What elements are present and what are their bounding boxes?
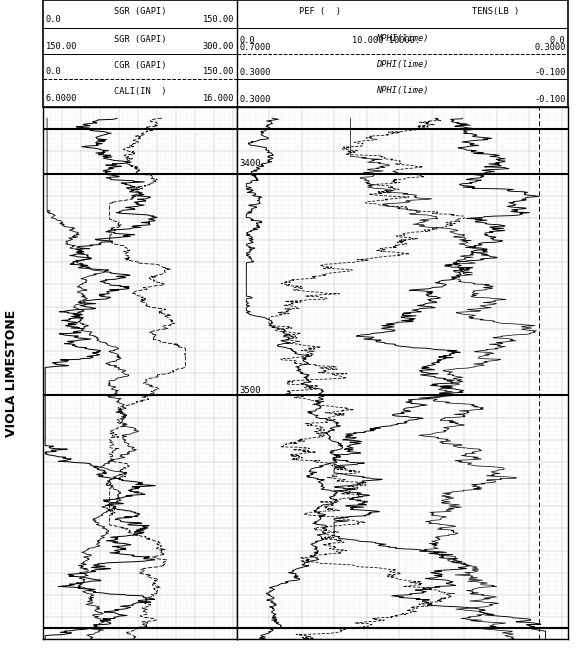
Text: -0.100: -0.100 [534,68,565,77]
Text: CALI(IN  ): CALI(IN ) [114,87,166,96]
Text: 150.00: 150.00 [203,67,234,76]
Text: 6.0000: 6.0000 [46,94,77,103]
Text: 150.00: 150.00 [46,42,77,51]
Text: TENS(LB ): TENS(LB ) [472,8,519,16]
Text: 16.000: 16.000 [203,94,234,103]
Text: 3500: 3500 [239,386,261,395]
Text: PEF (  ): PEF ( ) [298,8,340,16]
Text: 0.0: 0.0 [550,36,565,45]
Text: NPHI(lime): NPHI(lime) [376,86,429,95]
Text: DPHI(lime): DPHI(lime) [376,60,429,69]
Text: SGR (GAPI): SGR (GAPI) [114,8,166,16]
Text: 0.0: 0.0 [239,36,255,45]
Text: 0.0: 0.0 [46,15,62,24]
Text: 0.3000: 0.3000 [534,43,565,52]
Text: 150.00: 150.00 [203,15,234,24]
Text: SGR (GAPI): SGR (GAPI) [114,35,166,44]
Text: 0.3000: 0.3000 [239,68,271,77]
Text: 10.000 10000.: 10.000 10000. [352,36,420,45]
Text: 3400: 3400 [239,159,261,168]
Text: -0.100: -0.100 [534,95,565,104]
Text: 0.7000: 0.7000 [239,43,271,52]
Text: 0.0: 0.0 [46,67,62,76]
Text: VIOLA LIMESTONE: VIOLA LIMESTONE [5,310,18,437]
Text: CGR (GAPI): CGR (GAPI) [114,61,166,70]
Text: 300.00: 300.00 [203,42,234,51]
Text: 0.3000: 0.3000 [239,95,271,104]
Text: MPHI(lime): MPHI(lime) [376,34,429,43]
